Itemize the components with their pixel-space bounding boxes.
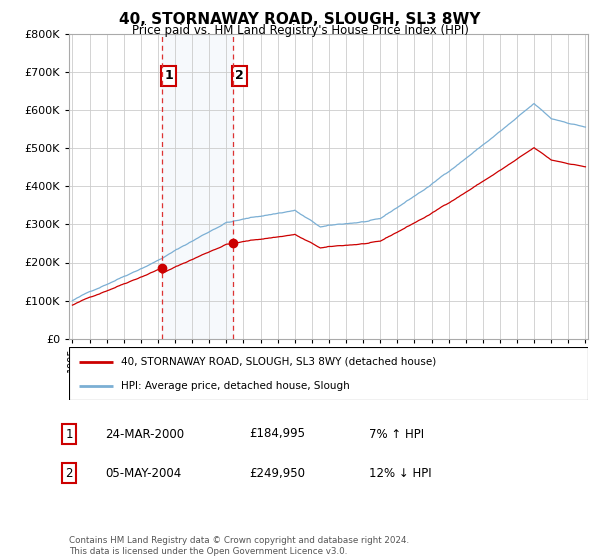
Text: 2: 2 bbox=[235, 69, 244, 82]
Text: £249,950: £249,950 bbox=[249, 466, 305, 480]
Text: 7% ↑ HPI: 7% ↑ HPI bbox=[369, 427, 424, 441]
FancyBboxPatch shape bbox=[69, 347, 588, 400]
Text: 12% ↓ HPI: 12% ↓ HPI bbox=[369, 466, 431, 480]
Text: HPI: Average price, detached house, Slough: HPI: Average price, detached house, Slou… bbox=[121, 381, 350, 391]
Text: 40, STORNAWAY ROAD, SLOUGH, SL3 8WY (detached house): 40, STORNAWAY ROAD, SLOUGH, SL3 8WY (det… bbox=[121, 357, 436, 367]
Text: Price paid vs. HM Land Registry's House Price Index (HPI): Price paid vs. HM Land Registry's House … bbox=[131, 24, 469, 37]
Text: £184,995: £184,995 bbox=[249, 427, 305, 441]
Text: 1: 1 bbox=[164, 69, 173, 82]
Text: 1: 1 bbox=[65, 427, 73, 441]
Text: 2: 2 bbox=[65, 466, 73, 480]
Bar bbox=[161, 34, 233, 339]
Text: Contains HM Land Registry data © Crown copyright and database right 2024.
This d: Contains HM Land Registry data © Crown c… bbox=[69, 536, 409, 556]
Text: 24-MAR-2000: 24-MAR-2000 bbox=[105, 427, 184, 441]
Text: 05-MAY-2004: 05-MAY-2004 bbox=[105, 466, 181, 480]
Text: 40, STORNAWAY ROAD, SLOUGH, SL3 8WY: 40, STORNAWAY ROAD, SLOUGH, SL3 8WY bbox=[119, 12, 481, 27]
